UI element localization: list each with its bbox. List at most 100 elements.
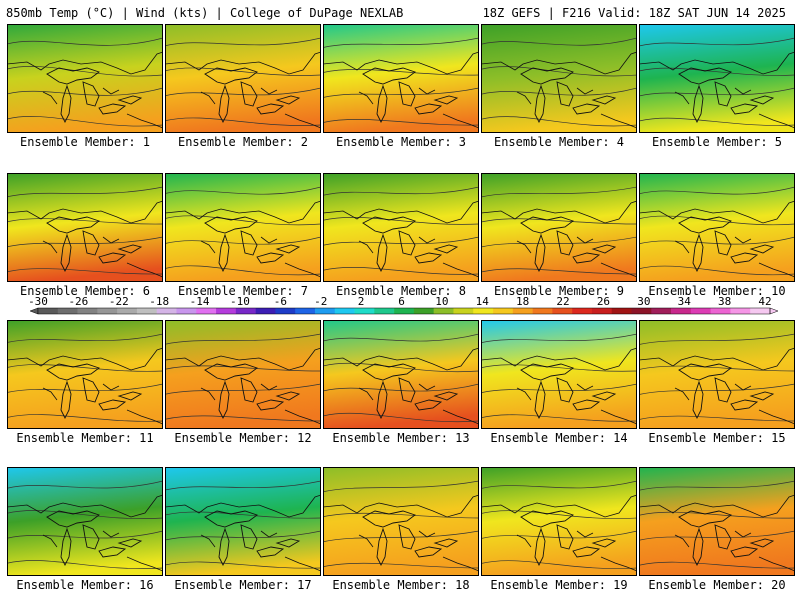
temperature-map [165,24,321,133]
state-borders [481,347,637,425]
panel-frame [481,173,637,282]
state-borders [7,347,163,425]
great-lakes-outline [678,510,775,567]
ensemble-map-panel [481,173,637,282]
ensemble-member-label: Ensemble Member: 8 [335,284,467,298]
colorbar-swatch [433,308,454,314]
colorbar-swatch [572,308,593,314]
great-lakes-outline [46,67,143,124]
ensemble-map-panel [7,24,163,133]
ensemble-member-label: Ensemble Member: 14 [490,431,628,445]
ensemble-map-panel [639,24,795,133]
ensemble-map-panel [481,320,637,429]
ensemble-map-panel [323,173,479,282]
panel-frame [165,320,321,429]
colorbar-swatch [235,308,256,314]
ensemble-member-label: Ensemble Member: 7 [177,284,309,298]
ensemble-member-label: Ensemble Member: 17 [174,578,312,592]
panel-frame [165,24,321,133]
colorbar-swatch [275,308,296,314]
colorbar-tick-label: -18 [149,296,169,308]
colorbar-tick-label: 38 [718,296,731,308]
colorbar-tick-label: -26 [68,296,88,308]
colorbar-swatch [394,308,415,314]
ensemble-member-label: Ensemble Member: 5 [651,135,783,149]
panel-frame [7,24,163,133]
state-borders [639,347,795,425]
state-borders [639,200,795,278]
panel-frame [323,24,479,133]
colorbar-tick-label: 10 [435,296,448,308]
ensemble-map-panel [165,320,321,429]
panel-frame [481,24,637,133]
height-contours [639,480,795,569]
ensemble-member-label: Ensemble Member: 4 [493,135,625,149]
colorbar-swatch [710,308,731,314]
colorbar-swatch [117,308,138,314]
state-borders [323,347,479,425]
great-lakes-outline [362,216,459,273]
colorbar-tick-label: 30 [637,296,650,308]
ensemble-member-label: Ensemble Member: 18 [332,578,470,592]
colorbar-swatch [493,308,514,314]
great-lakes-outline [204,363,301,420]
colorbar-swatch [176,308,197,314]
great-lakes-outline [520,510,617,567]
colorbar-swatch [730,308,751,314]
state-borders [481,200,637,278]
ensemble-map-panel [481,467,637,576]
temperature-map [481,173,637,282]
temperature-map [7,320,163,429]
height-contours [323,480,479,569]
temperature-map [323,320,479,429]
ensemble-member-label: Ensemble Member: 3 [335,135,467,149]
ensemble-map-panel [7,173,163,282]
panel-frame [7,320,163,429]
state-borders [7,200,163,278]
great-lakes-outline [204,216,301,273]
state-borders [165,200,321,278]
panel-frame [481,467,637,576]
ensemble-map-panel [7,467,163,576]
colorbar-low-arrow [29,307,39,315]
temperature-map [481,320,637,429]
colorbar-tick-label: 2 [358,296,365,308]
ensemble-member-label: Ensemble Member: 2 [177,135,309,149]
height-contours [481,186,637,275]
panel-frame [481,320,637,429]
colorbar-tick-label: 14 [476,296,490,308]
ensemble-member-label: Ensemble Member: 20 [648,578,786,592]
ensemble-map-panel [165,24,321,133]
state-borders [639,494,795,572]
colorbar-high-arrow [769,307,779,315]
colorbar-tick-label: -2 [314,296,327,308]
colorbar-swatch [216,308,237,314]
panel-frame [323,467,479,576]
temperature-map [7,467,163,576]
ensemble-map-panel [639,467,795,576]
state-borders [323,51,479,129]
colorbar-swatch [295,308,316,314]
colorbar-swatch [374,308,395,314]
state-borders [323,494,479,572]
colorbar-swatch [651,308,672,314]
state-borders [7,494,163,572]
ensemble-member-label: Ensemble Member: 16 [16,578,154,592]
temperature-map [7,24,163,133]
colorbar-tick-label: 18 [516,296,529,308]
colorbar-outline [37,307,771,315]
colorbar-tick-label: -30 [28,296,48,308]
panel-frame [7,467,163,576]
temperature-map [481,24,637,133]
colorbar-tick-label: -22 [109,296,129,308]
colorbar-tick-label: 42 [758,296,771,308]
colorbar-tick-label: 6 [398,296,405,308]
panel-frame [165,467,321,576]
colorbar-swatch [57,308,78,314]
page-title: 850mb Temp (°C) | Wind (kts) | College o… [6,6,404,20]
ensemble-map-panel [323,24,479,133]
colorbar-swatch [453,308,474,314]
colorbar-tick-label: -6 [274,296,287,308]
ensemble-member-label: Ensemble Member: 11 [16,431,154,445]
ensemble-member-label: Ensemble Member: 1 [19,135,151,149]
